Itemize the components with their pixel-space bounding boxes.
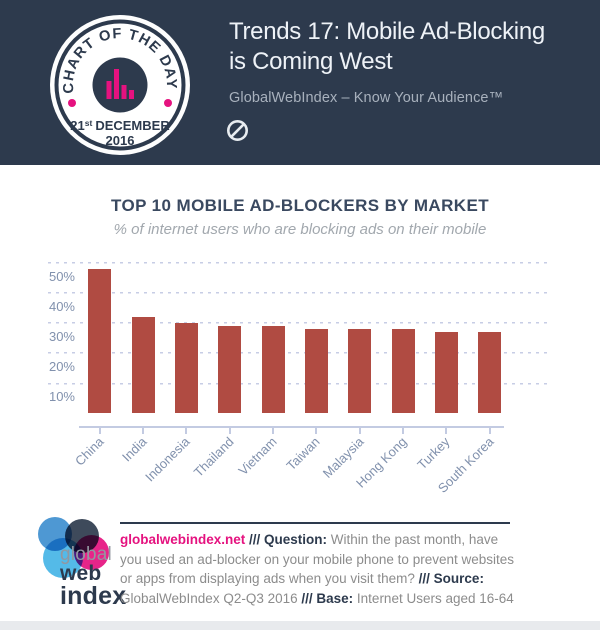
- footer-divider: [120, 522, 510, 524]
- bar-turkey: [434, 331, 458, 414]
- x-axis-tick: [488, 428, 491, 434]
- logo-text-web: web: [60, 562, 102, 585]
- logo-text-index: index: [60, 582, 127, 610]
- bar-south-korea: [478, 331, 502, 414]
- x-axis-tick: [272, 428, 275, 434]
- bottom-strip: [0, 621, 600, 630]
- source-note-link[interactable]: globalwebindex.net: [120, 532, 246, 547]
- source-note: globalwebindex.net /// Question: Within …: [120, 530, 514, 608]
- badge-date: 21st DECEMBER: [70, 118, 170, 133]
- source-note-segment: ///: [418, 571, 434, 586]
- source-note-segment: ///: [245, 532, 265, 547]
- badge-center-disc: [92, 57, 148, 113]
- source-note-segment: Question:: [264, 532, 328, 547]
- source-note-segment: Within the past month, have you used an …: [120, 532, 514, 586]
- badge-bars-icon: [106, 69, 134, 99]
- x-axis-line: [79, 426, 504, 428]
- x-axis-tick: [445, 428, 448, 434]
- y-axis-tick-label: 40%: [48, 298, 75, 314]
- x-axis-tick: [358, 428, 361, 434]
- x-axis-tick: [142, 428, 145, 434]
- bar-vietnam: [261, 325, 285, 414]
- x-axis-category-label: South Korea: [434, 434, 497, 496]
- y-axis-tick-label: 10%: [48, 389, 75, 405]
- y-gridline: [48, 352, 552, 355]
- y-gridline: [48, 322, 552, 325]
- x-axis-category-label: Turkey: [414, 434, 453, 473]
- badge-year: 2016: [106, 133, 135, 148]
- chart-of-the-day-badge: CHART OF THE DAY 21st DECEMBER 2016: [48, 13, 192, 157]
- header-banner: CHART OF THE DAY 21st DECEMBER 2016 Trend…: [0, 0, 600, 165]
- globalwebindex-logo: global web index: [25, 513, 127, 619]
- badge-dot-left: [68, 99, 76, 107]
- ad-block-icon: [226, 119, 249, 142]
- chart-subtitle: % of internet users who are blocking ads…: [113, 221, 487, 238]
- bar-china: [88, 268, 112, 414]
- x-axis-category-label: Indonesia: [142, 434, 193, 485]
- source-note-segment: Base:: [316, 590, 354, 606]
- x-axis-category-label: Taiwan: [283, 434, 323, 474]
- y-gridline: [48, 382, 552, 385]
- page-title-line1: Trends 17: Mobile Ad-Blocking: [229, 18, 545, 45]
- x-axis-tick: [402, 428, 404, 434]
- y-axis-tick-label: 30%: [48, 328, 75, 344]
- chart-title: TOP 10 MOBILE AD-BLOCKERS BY MARKET: [111, 196, 489, 215]
- y-axis-tick-label: 50%: [48, 268, 75, 284]
- bar-thailand: [218, 325, 242, 414]
- bar-taiwan: [304, 328, 328, 414]
- source-note-segment: ///: [301, 590, 317, 606]
- x-axis-category-label: India: [119, 434, 150, 465]
- page-title: Trends 17: Mobile Ad-Blocking is Coming …: [229, 17, 589, 77]
- source-note-segment: Source:: [433, 571, 484, 586]
- y-gridline: [48, 261, 552, 264]
- x-axis-tick: [98, 428, 101, 434]
- y-gridline: [48, 291, 552, 294]
- page-title-line2: is Coming West: [229, 48, 393, 75]
- source-note-segment: Internet Users aged 16-64: [353, 590, 514, 606]
- bar-hong-kong: [391, 328, 415, 414]
- page-subtitle: GlobalWebIndex – Know Your Audience™: [229, 90, 504, 106]
- x-axis-category-label: Vietnam: [235, 434, 280, 479]
- x-axis-tick: [185, 428, 188, 434]
- bar-indonesia: [174, 322, 198, 414]
- x-axis-category-label: Hong Kong: [352, 434, 410, 491]
- logo-text-global: global: [60, 544, 112, 565]
- x-axis-category-label: China: [71, 434, 107, 469]
- source-note-segment: GlobalWebIndex Q2-Q3 2016: [120, 590, 302, 606]
- logo-circle-magenta: [74, 535, 109, 570]
- x-axis-tick: [228, 428, 231, 434]
- bar-india: [131, 316, 155, 414]
- x-axis-category-label: Malaysia: [319, 434, 367, 481]
- x-axis-tick: [315, 428, 318, 434]
- x-axis-category-label: Thailand: [190, 434, 237, 480]
- y-axis-tick-label: 20%: [48, 359, 75, 375]
- bar-malaysia: [348, 328, 372, 414]
- badge-dot-right: [164, 99, 172, 107]
